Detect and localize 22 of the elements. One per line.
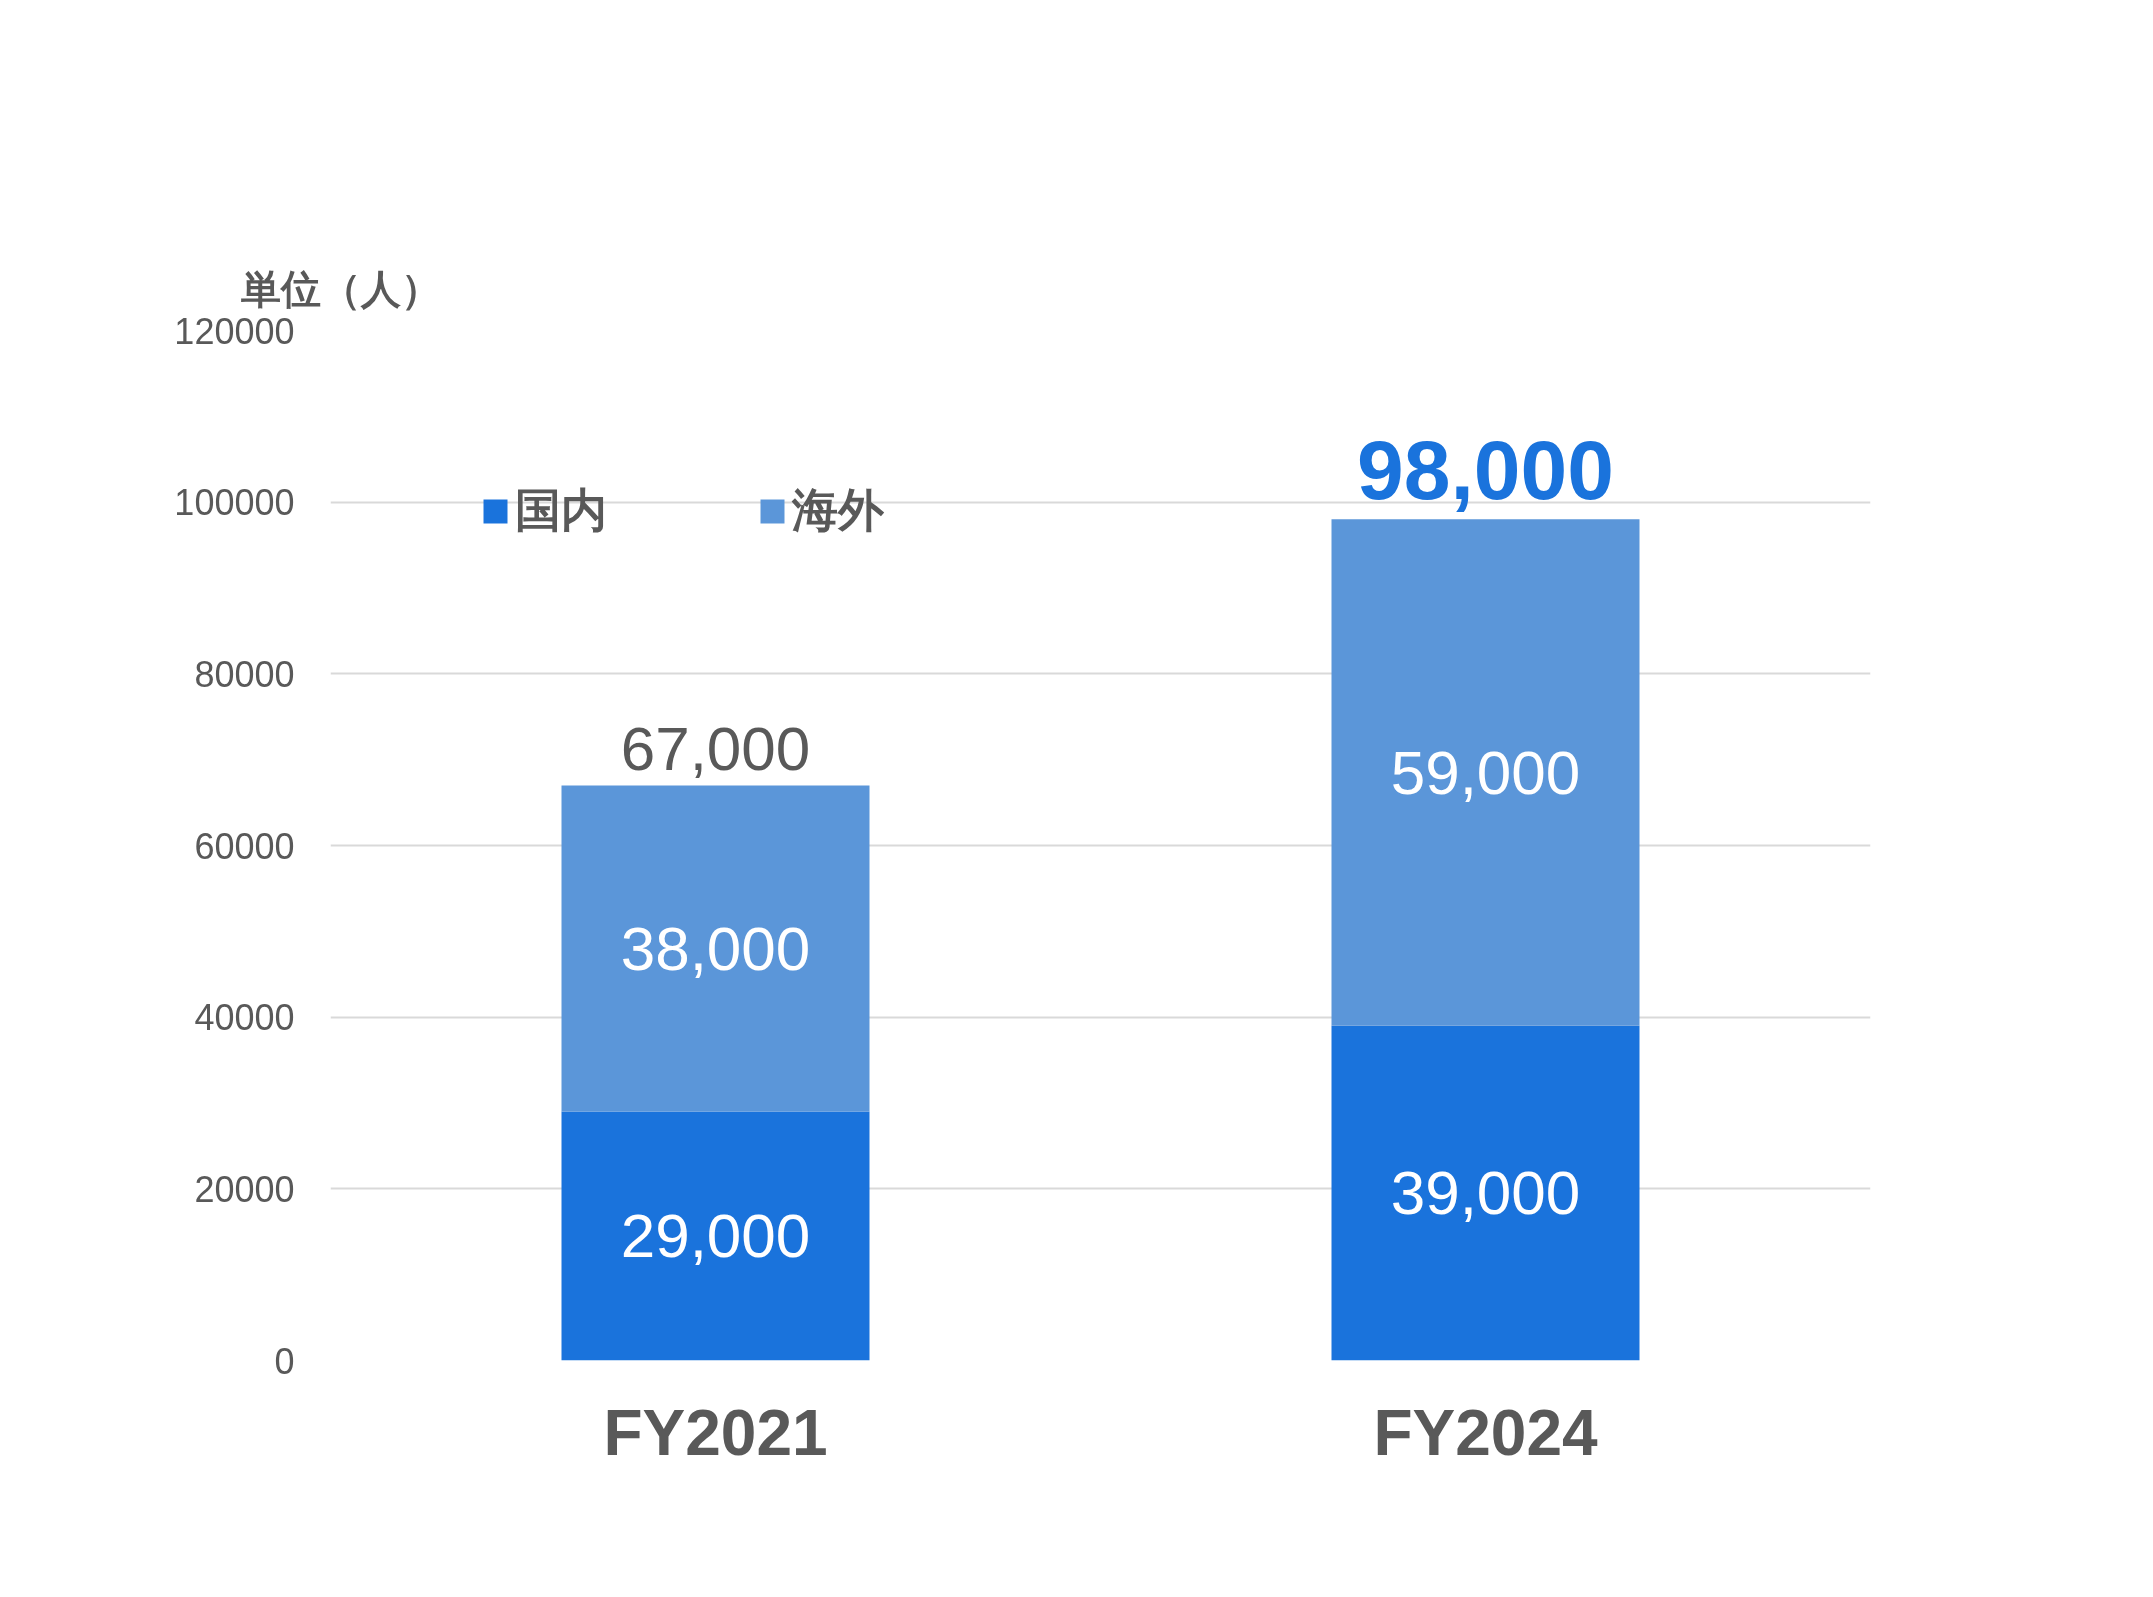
y-tick-label: 40000	[194, 997, 295, 1039]
x-tick-label: FY2024	[1373, 1396, 1598, 1469]
data-label: 59,000	[1390, 737, 1581, 807]
bar	[561, 1111, 870, 1361]
y-tick-label: 60000	[194, 825, 295, 867]
y-tick-label: 80000	[194, 653, 295, 695]
y-tick-label: 120000	[174, 310, 295, 352]
data-label: 39,000	[1390, 1158, 1581, 1228]
y-axis-title: 単位（人）	[240, 266, 441, 311]
legend-label: 国内	[515, 483, 607, 538]
bar	[1331, 519, 1640, 1026]
data-label: 29,000	[620, 1201, 811, 1271]
y-tick-label: 0	[274, 1340, 295, 1382]
data-label: 38,000	[620, 913, 811, 983]
y-tick-label: 100000	[174, 482, 295, 524]
total-label: 98,000	[1357, 423, 1614, 518]
legend-label: 海外	[792, 483, 884, 538]
x-tick-label: FY2021	[603, 1396, 828, 1469]
bar	[1331, 1025, 1640, 1361]
y-tick-label: 20000	[194, 1168, 295, 1210]
total-label: 67,000	[620, 714, 811, 784]
bar	[561, 785, 870, 1112]
